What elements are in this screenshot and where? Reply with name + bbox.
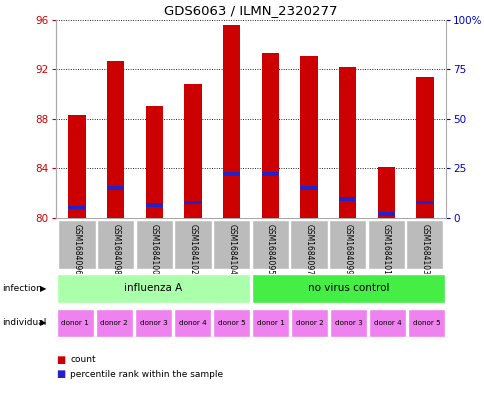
Bar: [338, 197, 356, 201]
Bar: [59, 220, 95, 269]
Bar: [300, 186, 317, 189]
Text: donor 5: donor 5: [217, 320, 245, 326]
Text: ■: ■: [56, 354, 65, 365]
Text: count: count: [70, 355, 96, 364]
Bar: [223, 173, 240, 176]
Bar: [145, 107, 163, 218]
Bar: [261, 53, 278, 218]
Text: percentile rank within the sample: percentile rank within the sample: [70, 370, 223, 378]
Text: ▶: ▶: [40, 284, 46, 293]
Bar: [251, 220, 288, 269]
Text: influenza A: influenza A: [124, 283, 182, 294]
Bar: [136, 220, 172, 269]
Bar: [368, 309, 405, 337]
Bar: [367, 220, 404, 269]
Bar: [415, 77, 433, 218]
Text: infection: infection: [2, 284, 42, 293]
Bar: [338, 67, 356, 218]
Bar: [184, 84, 201, 218]
Text: no virus control: no virus control: [307, 283, 389, 294]
Text: GSM1684102: GSM1684102: [188, 224, 197, 274]
Bar: [377, 212, 394, 216]
Text: individual: individual: [2, 318, 46, 327]
Bar: [57, 274, 249, 303]
Bar: [377, 167, 394, 218]
Bar: [415, 201, 433, 204]
Bar: [328, 220, 365, 269]
Text: GSM1684101: GSM1684101: [381, 224, 390, 274]
Bar: [184, 201, 201, 204]
Text: GSM1684100: GSM1684100: [150, 224, 159, 275]
Text: donor 4: donor 4: [373, 320, 401, 326]
Bar: [68, 206, 86, 209]
Text: donor 4: donor 4: [178, 320, 206, 326]
Bar: [57, 309, 93, 337]
Bar: [107, 186, 124, 189]
Bar: [107, 61, 124, 218]
Text: donor 1: donor 1: [256, 320, 284, 326]
Title: GDS6063 / ILMN_2320277: GDS6063 / ILMN_2320277: [164, 4, 337, 17]
Text: donor 3: donor 3: [139, 320, 167, 326]
Text: GSM1684096: GSM1684096: [73, 224, 81, 275]
Text: GSM1684103: GSM1684103: [420, 224, 428, 275]
Bar: [212, 220, 250, 269]
Text: GSM1684095: GSM1684095: [265, 224, 274, 275]
Bar: [97, 220, 134, 269]
Bar: [96, 309, 133, 337]
Bar: [290, 309, 327, 337]
Text: donor 5: donor 5: [412, 320, 439, 326]
Bar: [174, 220, 211, 269]
Text: donor 2: donor 2: [100, 320, 128, 326]
Bar: [300, 56, 317, 218]
Bar: [252, 274, 444, 303]
Text: donor 3: donor 3: [334, 320, 362, 326]
Bar: [252, 309, 288, 337]
Text: GSM1684104: GSM1684104: [227, 224, 236, 275]
Text: donor 1: donor 1: [61, 320, 89, 326]
Bar: [408, 309, 444, 337]
Text: GSM1684099: GSM1684099: [342, 224, 351, 275]
Bar: [145, 204, 163, 207]
Text: donor 2: donor 2: [295, 320, 323, 326]
Bar: [406, 220, 442, 269]
Text: ■: ■: [56, 369, 65, 379]
Bar: [174, 309, 211, 337]
Bar: [261, 173, 278, 176]
Text: ▶: ▶: [40, 318, 46, 327]
Bar: [135, 309, 171, 337]
Bar: [223, 25, 240, 218]
Bar: [212, 309, 249, 337]
Text: GSM1684098: GSM1684098: [111, 224, 120, 275]
Bar: [290, 220, 327, 269]
Bar: [330, 309, 366, 337]
Bar: [68, 115, 86, 218]
Text: GSM1684097: GSM1684097: [304, 224, 313, 275]
